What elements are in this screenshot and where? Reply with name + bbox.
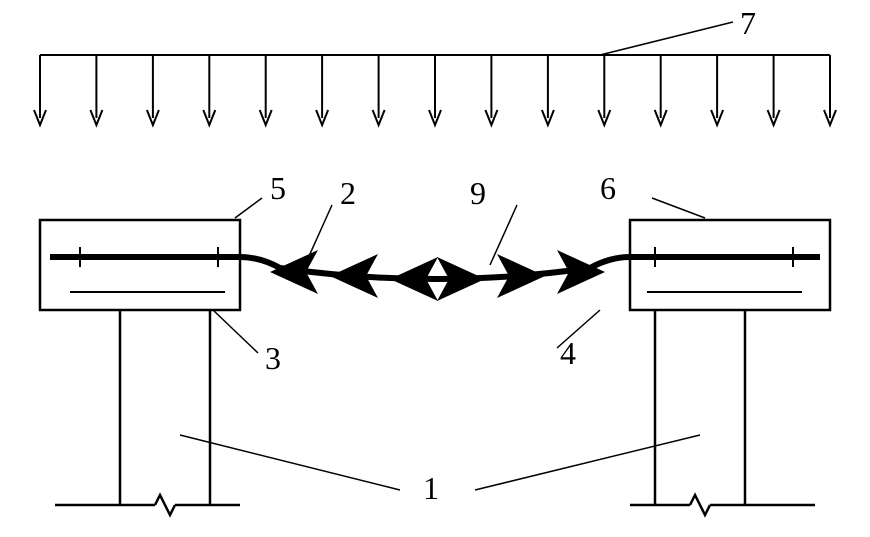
load-arrows — [34, 55, 836, 125]
label-6: 6 — [600, 170, 616, 207]
label-3: 3 — [265, 340, 281, 377]
label-7: 7 — [740, 5, 756, 42]
right-beam — [630, 220, 830, 310]
left-column — [120, 310, 210, 505]
label-2: 2 — [340, 175, 356, 212]
ground-right — [630, 495, 815, 515]
cable-arrows-left — [270, 250, 438, 301]
anchor-left — [70, 247, 225, 292]
ground-left — [55, 495, 240, 515]
cable-arrows-right — [437, 250, 605, 301]
label-1: 1 — [423, 470, 439, 507]
right-column — [655, 310, 745, 505]
label-9: 9 — [470, 175, 486, 212]
diagram-svg — [0, 0, 870, 537]
left-beam — [40, 220, 240, 310]
label-4: 4 — [560, 335, 576, 372]
anchor-right — [647, 247, 802, 292]
label-5: 5 — [270, 170, 286, 207]
